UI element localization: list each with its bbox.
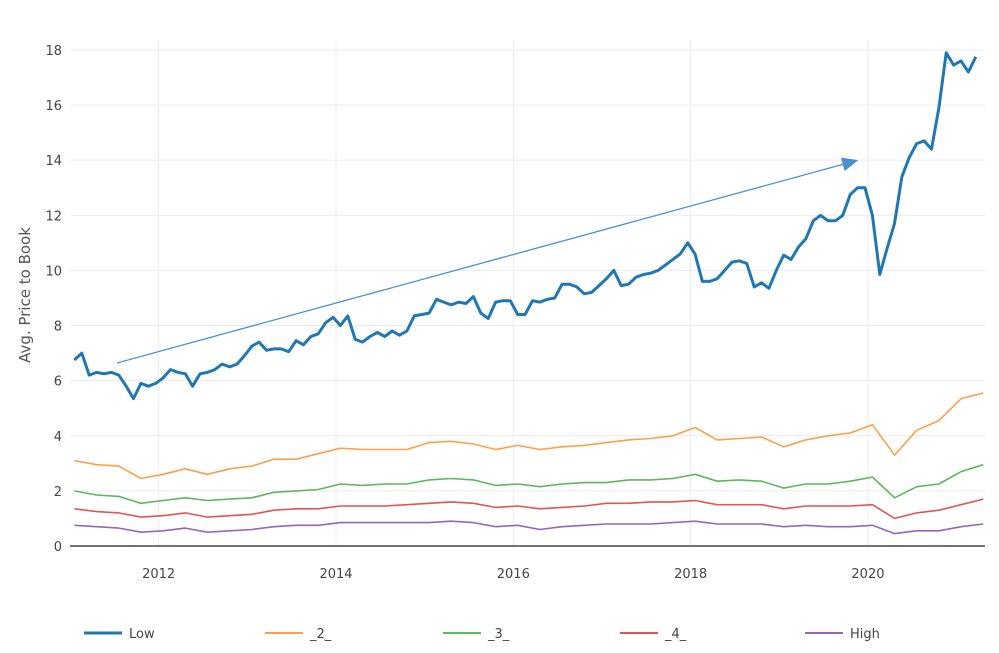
x-tick-label: 2016 — [497, 567, 530, 582]
y-tick-label: 6 — [54, 375, 62, 390]
legend-label: _2_ — [309, 627, 332, 642]
series-line-2 — [74, 392, 984, 480]
y-tick-label: 2 — [54, 485, 62, 500]
y-axis-ticks: 0 2 4 6 8 10 12 14 16 18 — [45, 44, 62, 555]
legend-item-high[interactable]: High — [805, 627, 880, 642]
legend-label: _3_ — [487, 627, 510, 642]
y-axis-label: Avg. Price to Book — [16, 227, 34, 363]
legend-label: Low — [129, 627, 155, 642]
y-tick-label: 10 — [45, 264, 62, 279]
y-tick-label: 18 — [45, 44, 62, 59]
legend-label: High — [850, 627, 880, 642]
y-tick-label: 16 — [45, 99, 62, 114]
x-tick-label: 2020 — [851, 567, 884, 582]
legend-label: _4_ — [664, 627, 687, 642]
legend-item-4[interactable]: _4_ — [620, 627, 687, 642]
series-line-low — [73, 51, 978, 401]
y-tick-label: 12 — [45, 209, 62, 224]
x-axis-ticks: 2012 2014 2016 2018 2020 — [142, 567, 884, 582]
trend-arrow-line — [116, 163, 843, 364]
y-tick-label: 4 — [54, 430, 62, 445]
y-tick-label: 8 — [54, 320, 62, 335]
x-tick-label: 2012 — [142, 567, 175, 582]
legend-item-3[interactable]: _3_ — [443, 627, 510, 642]
x-tick-label: 2018 — [674, 567, 707, 582]
series-line-4 — [74, 498, 984, 520]
trend-arrow-head-icon — [840, 157, 859, 172]
annotations — [116, 157, 859, 364]
series-line-high — [74, 520, 984, 535]
series-line-3 — [74, 463, 984, 505]
series-lines — [73, 51, 984, 535]
legend-item-2[interactable]: _2_ — [265, 627, 332, 642]
x-tick-label: 2014 — [319, 567, 352, 582]
y-tick-label: 0 — [54, 540, 62, 555]
legend: Low _2_ _3_ _4_ High — [84, 627, 880, 642]
grid — [70, 40, 985, 546]
legend-item-low[interactable]: Low — [84, 627, 155, 642]
y-tick-label: 14 — [45, 154, 62, 169]
